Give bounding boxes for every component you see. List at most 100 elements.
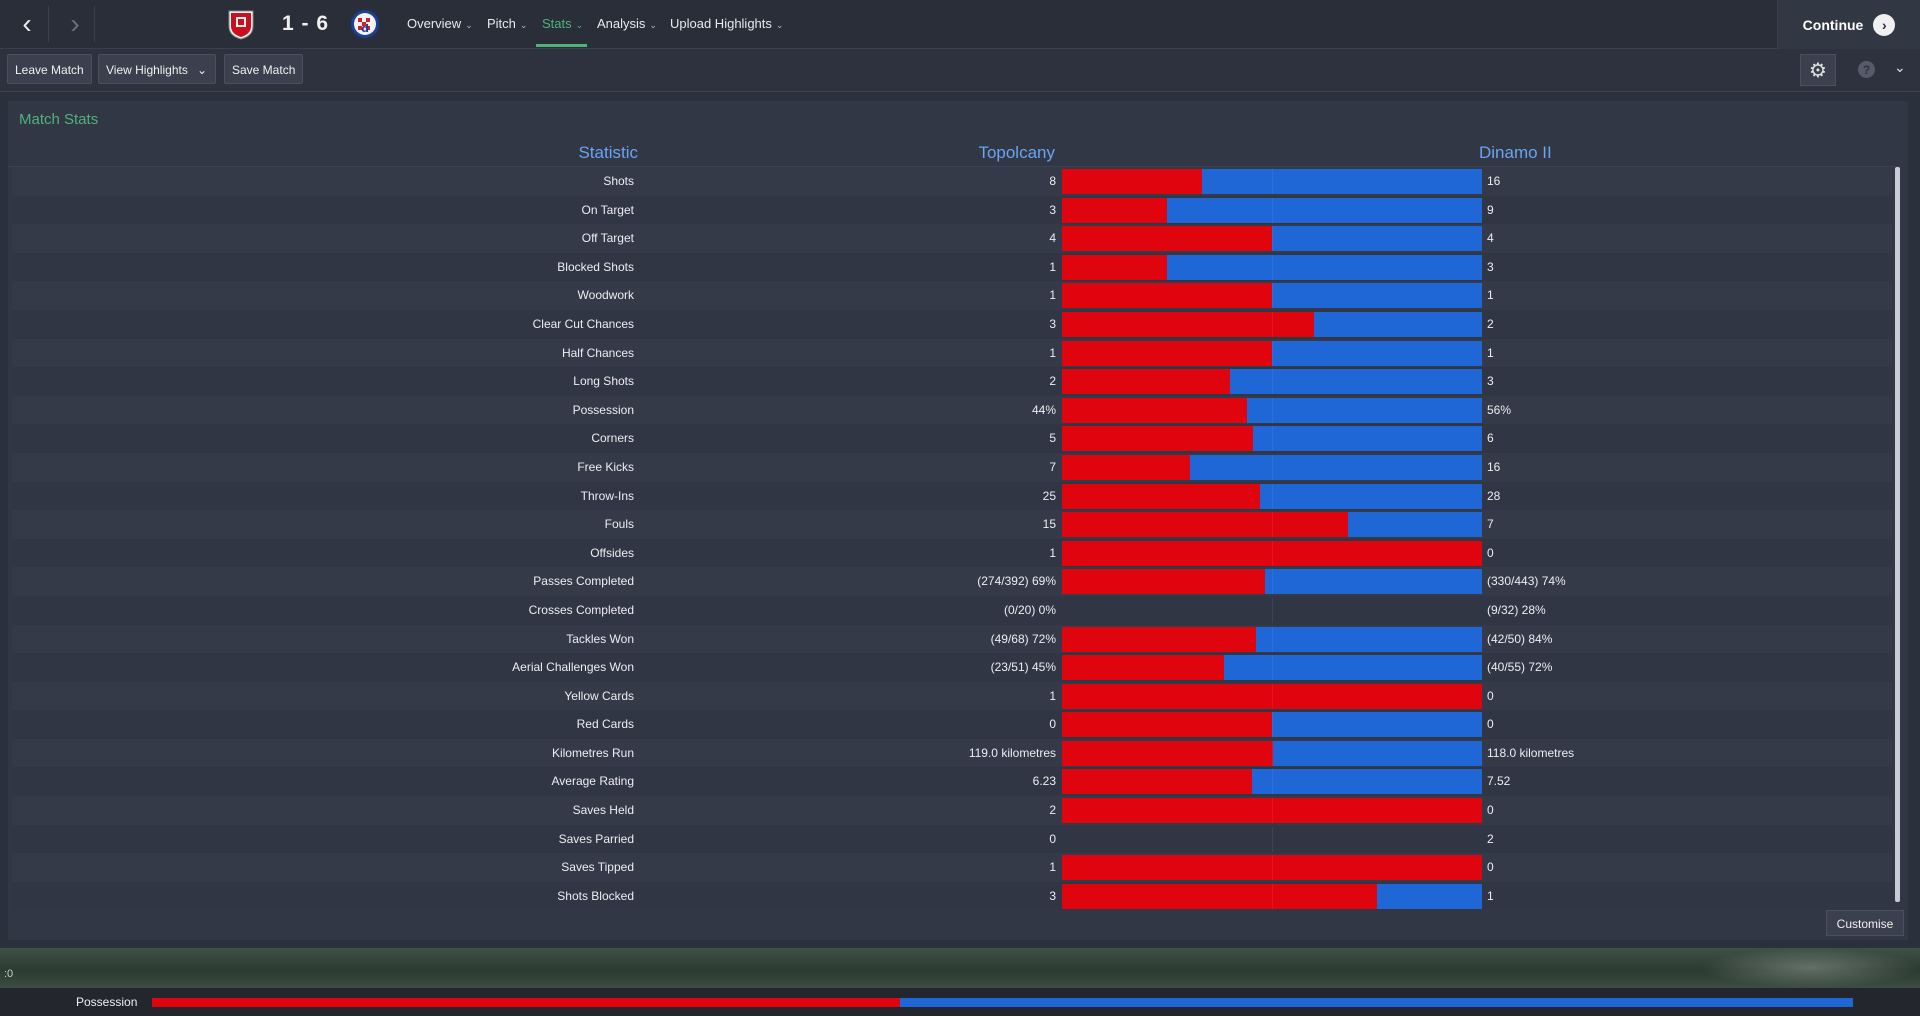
forward-arrow-icon[interactable]: › bbox=[70, 8, 80, 39]
stat-home-fill bbox=[1062, 369, 1230, 395]
stat-home-fill bbox=[1062, 569, 1265, 595]
stat-row: Offsides 1 0 bbox=[12, 538, 1892, 568]
bar-midline bbox=[1272, 597, 1273, 623]
stat-name: Throw-Ins bbox=[580, 488, 634, 503]
stat-row: Crosses Completed (0/20) 0% (9/32) 28% bbox=[12, 595, 1892, 625]
tab-stats[interactable]: Stats ⌄ bbox=[542, 16, 584, 31]
home-team-crest-icon bbox=[228, 10, 254, 40]
stat-name: Blocked Shots bbox=[557, 259, 634, 274]
column-header-away-team[interactable]: Dinamo II bbox=[1479, 143, 1552, 162]
stat-home-fill bbox=[1062, 540, 1482, 566]
stat-comparison-bar bbox=[1062, 512, 1482, 538]
bar-midline bbox=[1272, 569, 1273, 595]
stat-home-fill bbox=[1062, 454, 1190, 480]
stat-name: Yellow Cards bbox=[564, 688, 634, 703]
stat-comparison-bar bbox=[1062, 226, 1482, 252]
stats-list: Shots 8 16 On Target 3 9 Off Target 4 4 Blocked S… bbox=[12, 167, 1892, 911]
stat-comparison-bar bbox=[1062, 655, 1482, 681]
customise-button[interactable]: Customise bbox=[1826, 910, 1904, 936]
stat-away-value: 0 bbox=[1487, 688, 1494, 703]
stat-name: Woodwork bbox=[577, 288, 634, 303]
leave-match-button[interactable]: Leave Match bbox=[7, 54, 92, 84]
chevron-down-icon: ⌄ bbox=[649, 20, 657, 30]
possession-home-fill bbox=[152, 998, 901, 1007]
stat-name: Half Chances bbox=[561, 345, 634, 360]
stat-home-value: 1 bbox=[1049, 860, 1056, 875]
stat-home-value: 4 bbox=[1049, 231, 1056, 246]
gear-icon[interactable]: ⚙ bbox=[1800, 54, 1836, 86]
stat-comparison-bar bbox=[1062, 454, 1482, 480]
stat-comparison-bar bbox=[1062, 369, 1482, 395]
stat-away-value: 0 bbox=[1487, 803, 1494, 818]
tab-pitch[interactable]: Pitch ⌄ bbox=[487, 16, 528, 31]
stat-name: Fouls bbox=[604, 517, 634, 532]
stat-name: Average Rating bbox=[551, 774, 635, 789]
bar-midline bbox=[1272, 626, 1273, 652]
stat-row: Clear Cut Chances 3 2 bbox=[12, 309, 1892, 339]
back-arrow-icon[interactable]: ‹ bbox=[22, 8, 32, 39]
stat-home-fill bbox=[1062, 311, 1314, 337]
stat-row: Woodwork 1 1 bbox=[12, 281, 1892, 310]
match-toolbar: Leave Match View Highlights ⌄ Save Match… bbox=[0, 49, 1920, 92]
stat-home-value: 3 bbox=[1049, 888, 1056, 903]
stat-comparison-bar bbox=[1062, 798, 1482, 824]
tab-upload-highlights[interactable]: Upload Highlights ⌄ bbox=[670, 16, 784, 31]
stat-comparison-bar bbox=[1062, 826, 1482, 852]
possession-label: Possession bbox=[76, 995, 138, 1009]
continue-button[interactable]: Continue › bbox=[1777, 0, 1920, 49]
stat-home-fill bbox=[1062, 855, 1482, 881]
svg-text:d: d bbox=[361, 22, 369, 35]
stat-row: Possession 44% 56% bbox=[12, 395, 1892, 425]
stat-home-value: (274/392) 69% bbox=[977, 574, 1056, 589]
stat-home-value: 8 bbox=[1049, 174, 1056, 188]
save-match-button[interactable]: Save Match bbox=[224, 54, 304, 84]
view-highlights-dropdown[interactable]: View Highlights ⌄ bbox=[98, 54, 216, 84]
stat-comparison-bar bbox=[1062, 483, 1482, 509]
stat-row: Passes Completed (274/392) 69% (330/443) 7… bbox=[12, 567, 1892, 596]
stat-away-value: 0 bbox=[1487, 717, 1494, 732]
stat-comparison-bar bbox=[1062, 712, 1482, 738]
scrollbar[interactable] bbox=[1895, 167, 1900, 902]
bar-midline bbox=[1272, 311, 1273, 337]
chevron-down-icon: ⌄ bbox=[775, 20, 784, 30]
stat-name: On Target bbox=[581, 202, 634, 217]
stat-home-fill bbox=[1062, 655, 1224, 681]
stat-home-value: 0 bbox=[1049, 831, 1056, 846]
column-header-home-team[interactable]: Topolcany bbox=[978, 143, 1055, 162]
stat-home-value: 1 bbox=[1049, 545, 1056, 560]
match-score: 1 - 6 bbox=[282, 12, 330, 35]
stat-row: Fouls 15 7 bbox=[12, 510, 1892, 539]
stat-row: Long Shots 2 3 bbox=[12, 367, 1892, 396]
bar-midline bbox=[1272, 798, 1273, 824]
stat-name: Aerial Challenges Won bbox=[512, 660, 634, 675]
stat-row: Aerial Challenges Won (23/51) 45% (40/55) … bbox=[12, 653, 1892, 682]
stat-comparison-bar bbox=[1062, 569, 1482, 595]
bar-midline bbox=[1272, 826, 1273, 852]
bar-midline bbox=[1272, 226, 1273, 252]
stat-home-value: 6.23 bbox=[1032, 774, 1056, 789]
stat-comparison-bar bbox=[1062, 626, 1482, 652]
stat-away-value: 118.0 kilometres bbox=[1487, 745, 1575, 760]
match-stats-panel: Match Stats Statistic Topolcany Dinamo I… bbox=[8, 101, 1908, 940]
stat-comparison-bar bbox=[1062, 340, 1482, 366]
column-header-statistic[interactable]: Statistic bbox=[578, 143, 638, 162]
match-topbar: ‹ › 1 - 6 d Overview ⌄ Pitch ⌄ Stats ⌄ Anal… bbox=[0, 0, 1920, 49]
stat-home-fill bbox=[1062, 169, 1202, 194]
stat-home-fill bbox=[1062, 397, 1247, 423]
bar-midline bbox=[1272, 655, 1273, 681]
stat-away-value: (330/443) 74% bbox=[1487, 574, 1566, 589]
tab-analysis[interactable]: Analysis ⌄ bbox=[597, 16, 657, 31]
stat-name: Free Kicks bbox=[577, 459, 634, 474]
stat-away-value: (9/32) 28% bbox=[1487, 602, 1546, 617]
stat-away-value: 16 bbox=[1487, 459, 1501, 474]
stat-away-value: 9 bbox=[1487, 202, 1494, 217]
stat-away-value: 1 bbox=[1487, 888, 1494, 903]
bar-midline bbox=[1272, 483, 1273, 509]
divider bbox=[48, 6, 49, 42]
help-icon[interactable]: ? bbox=[1858, 61, 1875, 78]
stat-comparison-bar bbox=[1062, 683, 1482, 709]
panel-title: Match Stats bbox=[19, 111, 99, 128]
stat-row: Half Chances 1 1 bbox=[12, 338, 1892, 368]
chevron-down-icon[interactable]: ⌄ bbox=[1894, 59, 1906, 75]
tab-overview[interactable]: Overview ⌄ bbox=[407, 16, 473, 31]
